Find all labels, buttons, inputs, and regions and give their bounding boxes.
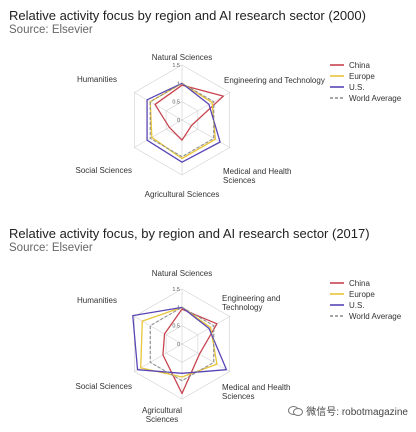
legend-label: U.S. bbox=[349, 301, 365, 310]
grid-spoke bbox=[134, 343, 183, 372]
radial-tick-label: 1.5 bbox=[172, 63, 180, 69]
category-label: Humanities bbox=[77, 296, 117, 305]
category-label: Natural Sciences bbox=[152, 269, 212, 278]
wechat-icon bbox=[288, 405, 304, 416]
grid-spoke bbox=[181, 343, 230, 372]
legend-label: Europe bbox=[349, 72, 375, 81]
radial-tick-label: 0 bbox=[177, 342, 180, 348]
category-label: Natural Sciences bbox=[152, 53, 212, 62]
legend-label: China bbox=[349, 279, 370, 288]
category-label: Social Sciences bbox=[76, 382, 132, 391]
legend-label: U.S. bbox=[349, 83, 365, 92]
chart-source: Source: Elsevier bbox=[9, 24, 93, 36]
legend-label: World Average bbox=[349, 94, 402, 103]
chart-title: Relative activity focus, by region and A… bbox=[9, 226, 370, 241]
category-label: Medical and Health Sciences bbox=[222, 383, 290, 401]
grid-spoke bbox=[181, 119, 230, 148]
chart-title: Relative activity focus by region and AI… bbox=[9, 8, 366, 23]
wechat-watermark: 微信号: robotmagazine bbox=[288, 403, 408, 418]
radar-chart-2017: Relative activity focus, by region and A… bbox=[0, 216, 416, 432]
category-label: Medical and Health Sciences bbox=[223, 167, 291, 185]
grid-spoke bbox=[181, 316, 230, 345]
category-label: Engineering and Technology bbox=[224, 76, 325, 85]
category-label: Agricultural Sciences bbox=[145, 190, 220, 199]
radial-tick-label: 0 bbox=[177, 118, 180, 124]
grid-spoke bbox=[134, 92, 183, 121]
legend-label: World Average bbox=[349, 312, 402, 321]
chart-source: Source: Elsevier bbox=[9, 242, 93, 254]
category-label: Humanities bbox=[77, 75, 117, 84]
radial-tick-label: 0.5 bbox=[172, 100, 180, 106]
series-line-world-average bbox=[149, 82, 215, 158]
radial-tick-label: 0.5 bbox=[172, 324, 180, 330]
series-line-europe bbox=[149, 82, 216, 160]
radar-chart-2000: Relative activity focus by region and AI… bbox=[9, 8, 402, 199]
legend-label: China bbox=[349, 61, 370, 70]
category-label: Engineering and Technology bbox=[222, 294, 280, 312]
category-label: Social Sciences bbox=[76, 166, 132, 175]
category-label: Agricultural Sciences bbox=[142, 406, 182, 424]
series-line-europe bbox=[140, 306, 218, 378]
series-line-world-average bbox=[149, 306, 215, 382]
series-line-china bbox=[154, 84, 224, 141]
series-line-u-s- bbox=[146, 82, 221, 163]
watermark-text: 微信号: robotmagazine bbox=[306, 407, 408, 418]
radial-tick-label: 1.5 bbox=[172, 287, 180, 293]
legend-label: Europe bbox=[349, 290, 375, 299]
series-line-china bbox=[162, 308, 218, 395]
series-line-u-s- bbox=[132, 306, 228, 374]
grid-spoke bbox=[134, 119, 183, 148]
